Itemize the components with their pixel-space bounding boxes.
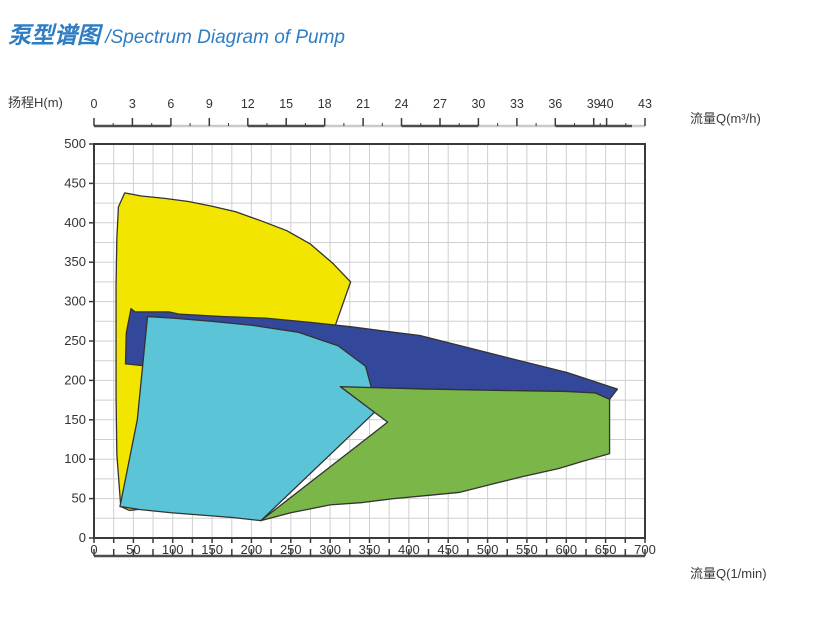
svg-text:40: 40 xyxy=(600,97,614,111)
svg-text:15: 15 xyxy=(279,97,293,111)
svg-text:400: 400 xyxy=(64,215,86,230)
svg-text:200: 200 xyxy=(64,372,86,387)
svg-text:350: 350 xyxy=(64,254,86,269)
svg-text:150: 150 xyxy=(64,412,86,427)
svg-text:500: 500 xyxy=(64,136,86,151)
svg-text:24: 24 xyxy=(395,97,409,111)
svg-text:50: 50 xyxy=(72,491,86,506)
svg-text:27: 27 xyxy=(433,97,447,111)
svg-text:9: 9 xyxy=(206,97,213,111)
svg-text:3: 3 xyxy=(129,97,136,111)
svg-text:250: 250 xyxy=(64,333,86,348)
svg-text:33: 33 xyxy=(510,97,524,111)
svg-text:450: 450 xyxy=(64,175,86,190)
svg-text:39: 39 xyxy=(587,97,601,111)
svg-text:100: 100 xyxy=(64,451,86,466)
svg-text:0: 0 xyxy=(91,97,98,111)
svg-text:300: 300 xyxy=(64,294,86,309)
svg-text:6: 6 xyxy=(167,97,174,111)
svg-text:0: 0 xyxy=(79,530,86,545)
svg-text:18: 18 xyxy=(318,97,332,111)
svg-text:36: 36 xyxy=(548,97,562,111)
svg-text:12: 12 xyxy=(241,97,255,111)
svg-text:30: 30 xyxy=(471,97,485,111)
svg-text:21: 21 xyxy=(356,97,370,111)
svg-text:43: 43 xyxy=(638,97,652,111)
